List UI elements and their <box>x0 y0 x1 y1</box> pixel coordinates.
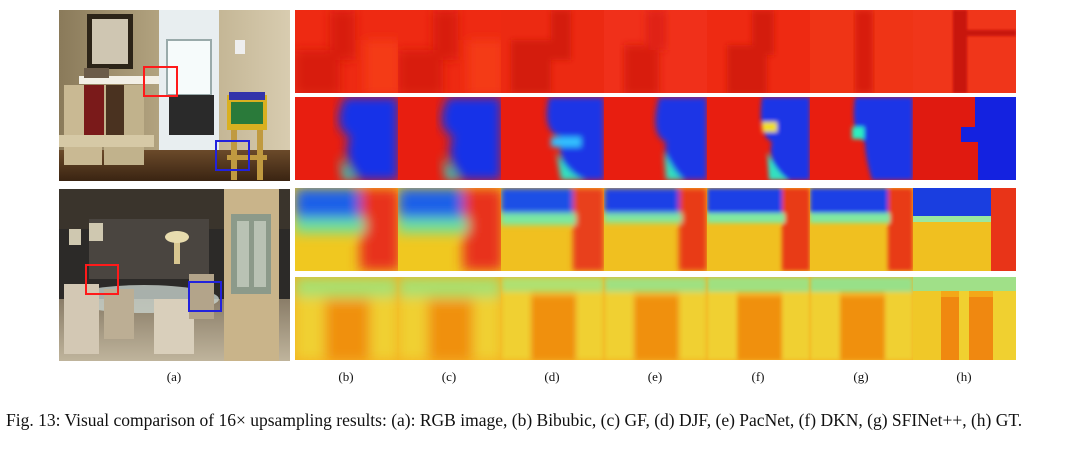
roi-box-blue <box>188 281 222 312</box>
tile-r4-b <box>295 277 398 360</box>
tile-r3-b <box>295 188 398 271</box>
tile-r2-h <box>913 97 1016 180</box>
tile-r2-b <box>295 97 398 180</box>
tile-r3-c <box>398 188 501 271</box>
tile-r2-e <box>604 97 707 180</box>
tile-r4-f <box>707 277 810 360</box>
tile-r1-f <box>707 10 810 93</box>
tile-r1-c <box>398 10 501 93</box>
roi-box-red <box>85 264 119 295</box>
tile-r3-e <box>604 188 707 271</box>
tile-r4-g <box>810 277 913 360</box>
label-g: (g) <box>853 369 869 384</box>
label-a: (a) <box>166 369 182 384</box>
figure-caption: Fig. 13: Visual comparison of 16× upsamp… <box>6 410 1023 430</box>
roi-box-red <box>143 66 178 97</box>
tile-r1-b <box>295 10 398 93</box>
tile-r3-g <box>810 188 913 271</box>
tile-r3-f <box>707 188 810 271</box>
tile-r2-d <box>501 97 604 180</box>
tile-r3-d <box>501 188 604 271</box>
tile-r1-h <box>913 10 1016 93</box>
rgb-photo-dining-room <box>59 189 290 361</box>
rgb-photo-room-chairs <box>59 10 290 181</box>
tile-r1-g <box>810 10 913 93</box>
rgb-image-bottom <box>59 189 290 361</box>
tile-r4-h <box>913 277 1016 360</box>
tile-r4-e <box>604 277 707 360</box>
roi-box-blue <box>215 140 250 171</box>
rgb-image-top <box>59 10 290 181</box>
label-d: (d) <box>544 369 560 384</box>
tile-r2-f <box>707 97 810 180</box>
tile-r3-h <box>913 188 1016 271</box>
label-f: (f) <box>751 369 765 384</box>
label-e: (e) <box>647 369 663 384</box>
tile-r2-c <box>398 97 501 180</box>
label-c: (c) <box>441 369 457 384</box>
label-b: (b) <box>338 369 354 384</box>
tile-r4-c <box>398 277 501 360</box>
tile-r2-g <box>810 97 913 180</box>
tile-r1-e <box>604 10 707 93</box>
label-h: (h) <box>956 369 972 384</box>
tile-r1-d <box>501 10 604 93</box>
tile-r4-d <box>501 277 604 360</box>
